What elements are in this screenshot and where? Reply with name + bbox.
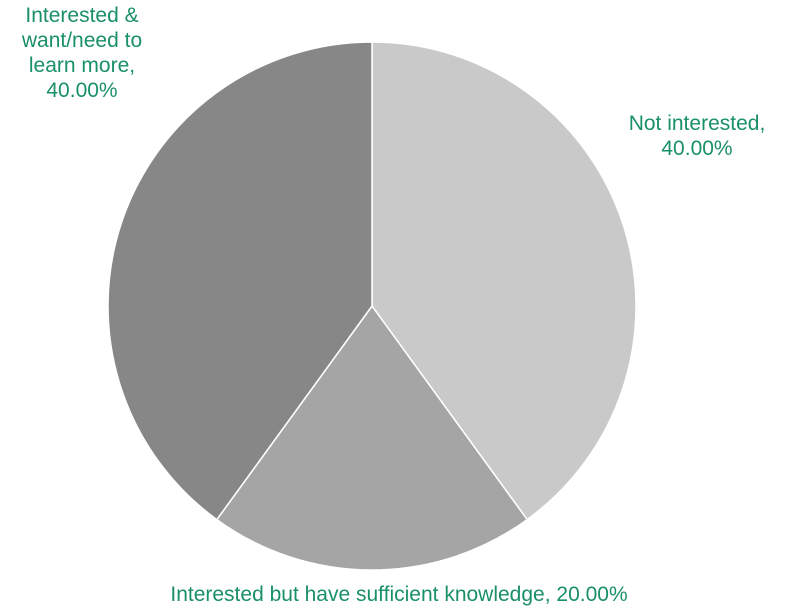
- pie-slice-interested-sufficient-knowledge: [216, 305, 528, 571]
- pie-slice-interested-learn-more: [107, 41, 373, 521]
- pie-data-labels: Not interested, 40.00%Interested but have…: [21, 4, 765, 606]
- data-label-line: Not interested,: [629, 112, 766, 135]
- data-label-interested-sufficient-knowledge: Interested but have sufficient knowledge…: [170, 583, 627, 606]
- data-label-line: Interested but have sufficient knowledge…: [170, 583, 627, 606]
- pie-slice-not-interested: [371, 41, 637, 521]
- data-label-not-interested: Not interested, 40.00%: [629, 112, 766, 160]
- data-label-interested-learn-more: Interested & want/need to learn more, 40.00…: [21, 4, 142, 102]
- data-label-line: 40.00%: [661, 137, 732, 160]
- pie-slices: [107, 41, 637, 571]
- data-label-line: Interested &: [25, 4, 138, 27]
- data-label-line: 40.00%: [46, 79, 117, 102]
- data-label-line: learn more,: [29, 54, 135, 77]
- data-label-line: want/need to: [21, 29, 142, 52]
